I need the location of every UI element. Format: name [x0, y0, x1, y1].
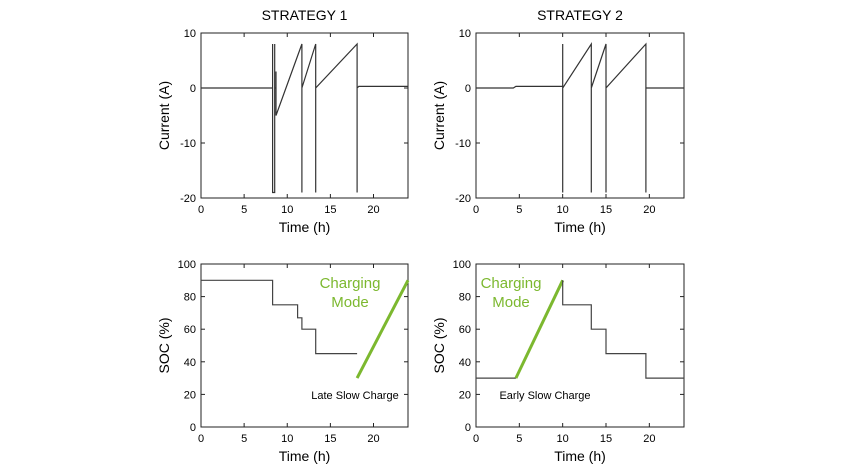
- x-tick-label: 10: [557, 433, 569, 445]
- x-tick-label: 0: [198, 204, 204, 216]
- x-tick-label: 0: [473, 433, 479, 445]
- y-tick-label: 20: [459, 389, 471, 401]
- x-tick-label: 15: [324, 433, 336, 445]
- charging-mode-label: Charging: [320, 275, 381, 292]
- chart-panel-3: 0 5 10 15 20 0 20 40 60 80 100 Time (h) SOC (%) Late …: [156, 259, 410, 464]
- y-tick-label: 100: [178, 259, 196, 271]
- y-tick-label: 80: [459, 292, 471, 304]
- y-tick-label: 40: [184, 357, 196, 369]
- y-tick-label: 10: [459, 28, 471, 40]
- y-axis-label: Current (A): [431, 81, 447, 150]
- chart-title: STRATEGY 2: [537, 7, 623, 23]
- x-tick-label: 5: [516, 204, 522, 216]
- y-tick-label: 80: [184, 292, 196, 304]
- charging-mode-label: Charging: [481, 275, 542, 292]
- y-axis-label: SOC (%): [156, 318, 172, 374]
- x-axis-label: Time (h): [279, 448, 331, 464]
- x-tick-label: 0: [198, 433, 204, 445]
- x-tick-label: 5: [241, 204, 247, 216]
- x-tick-label: 5: [516, 433, 522, 445]
- charging-mode-label: Mode: [492, 294, 530, 311]
- chart-title: STRATEGY 1: [262, 7, 348, 23]
- y-tick-label: 10: [184, 28, 196, 40]
- y-tick-label: 60: [459, 324, 471, 336]
- x-tick-label: 15: [600, 433, 612, 445]
- y-tick-label: -20: [455, 193, 471, 205]
- y-tick-label: 0: [190, 422, 196, 434]
- y-axis-label: Current (A): [156, 81, 172, 150]
- chart-panel-4: 0 5 10 15 20 0 20 40 60 80 100 Time (h) SOC (%) Early…: [431, 259, 685, 464]
- y-tick-label: 0: [190, 83, 196, 95]
- series-line-2: [355, 279, 410, 379]
- x-tick-label: 10: [557, 204, 569, 216]
- x-axis-label: Time (h): [554, 448, 606, 464]
- plot-frame: [200, 32, 409, 199]
- y-tick-label: -10: [180, 138, 196, 150]
- chart-panel-1: 0 5 10 15 20 -20 -10 0 10 Time (h) Current (A) STRA…: [156, 7, 409, 235]
- x-axis-label: Time (h): [279, 219, 331, 235]
- x-tick-label: 20: [643, 433, 655, 445]
- x-tick-label: 20: [643, 204, 655, 216]
- y-axis-label: SOC (%): [431, 318, 447, 374]
- series-line-1: [201, 279, 358, 355]
- series-line-3: [562, 280, 684, 379]
- annotation-label: Late Slow Charge: [311, 390, 398, 402]
- x-tick-label: 15: [324, 204, 336, 216]
- y-tick-label: 40: [459, 357, 471, 369]
- x-tick-label: 0: [473, 204, 479, 216]
- x-tick-label: 20: [367, 433, 379, 445]
- x-axis-label: Time (h): [554, 219, 606, 235]
- plot-frame: [200, 263, 409, 428]
- x-tick-label: 15: [600, 204, 612, 216]
- plot-frame: [475, 263, 685, 428]
- series-line-1: [201, 42, 408, 194]
- y-tick-label: -10: [455, 138, 471, 150]
- y-tick-label: -20: [180, 193, 196, 205]
- y-tick-label: 20: [184, 389, 196, 401]
- series-line-2: [514, 279, 565, 379]
- x-tick-label: 5: [241, 433, 247, 445]
- y-tick-label: 0: [465, 83, 471, 95]
- y-tick-label: 100: [453, 259, 471, 271]
- annotation-label: Early Slow Charge: [499, 390, 590, 402]
- y-tick-label: 0: [465, 422, 471, 434]
- x-tick-label: 20: [367, 204, 379, 216]
- x-tick-label: 10: [281, 433, 293, 445]
- series-line-1: [476, 41, 684, 193]
- chart-panel-2: 0 5 10 15 20 -20 -10 0 10 Time (h) Current (A) STRA…: [431, 7, 685, 235]
- plot-frame: [475, 32, 685, 199]
- y-tick-label: 60: [184, 324, 196, 336]
- x-tick-label: 10: [281, 204, 293, 216]
- charging-mode-label: Mode: [331, 294, 369, 311]
